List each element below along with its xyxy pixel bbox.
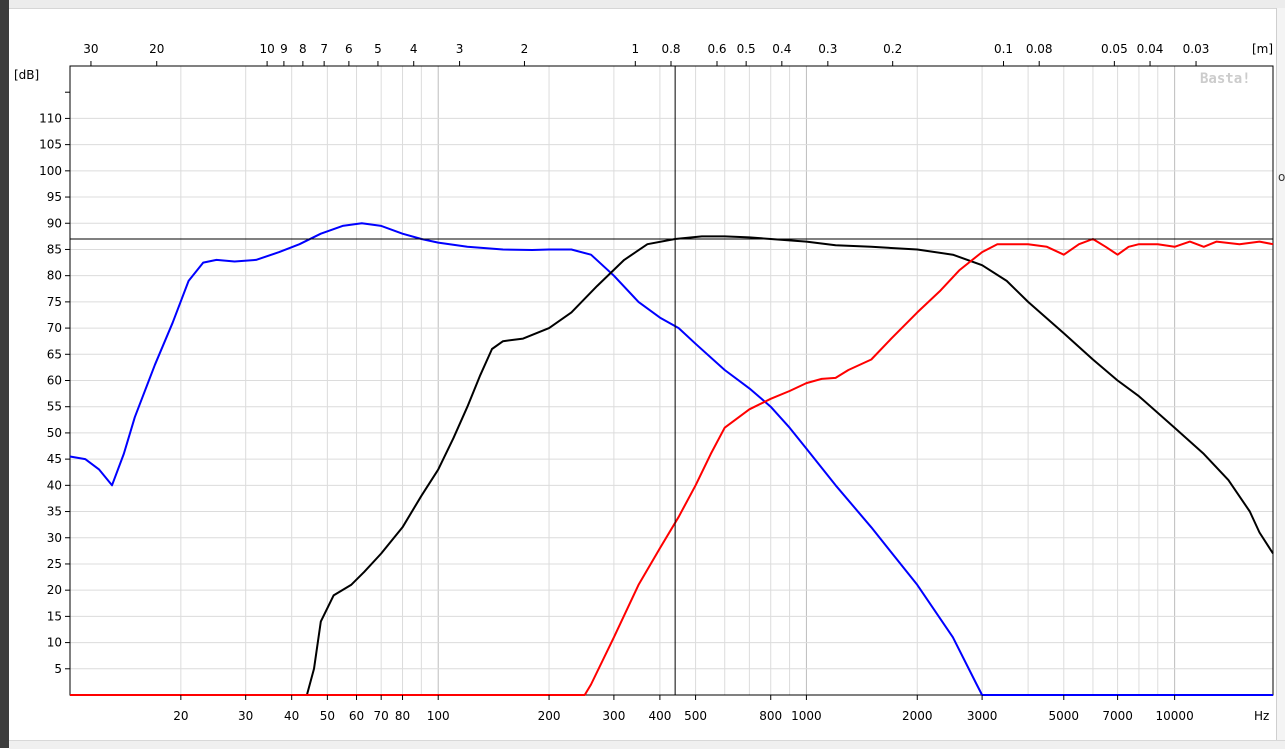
top-tick-label: 20 [149, 42, 164, 56]
y-tick-label: 30 [47, 531, 62, 545]
top-tick-label: 5 [374, 42, 382, 56]
y-tick-label: 90 [47, 216, 62, 230]
series-line [69, 222, 1273, 696]
y-tick-label: 35 [47, 505, 62, 519]
top-tick-label: 0.6 [707, 42, 726, 56]
y-tick-label: 45 [47, 452, 62, 466]
y-tick-label: 65 [47, 347, 62, 361]
y-tick-label: 55 [47, 400, 62, 414]
cursor-crosshair[interactable] [70, 66, 1273, 695]
y-tick-label: 110 [39, 111, 62, 125]
window-left-border [0, 0, 9, 748]
y-tick-label: 20 [47, 583, 62, 597]
top-tick-label: 0.05 [1101, 42, 1128, 56]
y-tick-label: 5 [54, 662, 62, 676]
top-tick-label: 1 [631, 42, 639, 56]
top-tick-label: 0.03 [1183, 42, 1210, 56]
window-bottom-border [9, 740, 1285, 749]
x-tick-label: 70 [374, 709, 389, 723]
y-tick-label: 50 [47, 426, 62, 440]
y-tick-label: 85 [47, 242, 62, 256]
y-axis-label: [dB] [14, 68, 39, 82]
x-tick-label: 2000 [902, 709, 933, 723]
x-tick-label: 300 [602, 709, 625, 723]
y-tick-label: 100 [39, 164, 62, 178]
x-tick-label: 100 [427, 709, 450, 723]
top-tick-label: 0.3 [818, 42, 837, 56]
top-tick-label: 3 [456, 42, 464, 56]
basta-watermark: Basta! [1200, 71, 1251, 87]
x-tick-label: 1000 [791, 709, 822, 723]
x-tick-label: 20 [173, 709, 188, 723]
top-tick-label: 7 [320, 42, 328, 56]
x-tick-label: 40 [284, 709, 299, 723]
top-tick-label: 0.04 [1137, 42, 1164, 56]
x-axis-unit-label: Hz [1254, 709, 1269, 723]
y-tick-label: 70 [47, 321, 62, 335]
top-tick-label: 2 [521, 42, 529, 56]
x-tick-label: 400 [648, 709, 671, 723]
top-tick-label: 4 [410, 42, 418, 56]
y-tick-label: 105 [39, 138, 62, 152]
top-tick-label: 10 [259, 42, 274, 56]
axes: 5101520253035404550556065707580859095100… [39, 42, 1209, 723]
grid [70, 66, 1273, 695]
top-tick-label: 0.1 [994, 42, 1013, 56]
series-line [70, 238, 1274, 696]
window-right-panel [1276, 8, 1285, 740]
top-tick-label: 0.08 [1026, 42, 1053, 56]
x-tick-label: 10000 [1156, 709, 1194, 723]
top-tick-label: 0.2 [883, 42, 902, 56]
x-tick-label: 3000 [967, 709, 998, 723]
y-tick-label: 10 [47, 636, 62, 650]
y-tick-label: 60 [47, 374, 62, 388]
x-tick-label: 500 [684, 709, 707, 723]
y-tick-label: 40 [47, 478, 62, 492]
x-tick-label: 7000 [1102, 709, 1133, 723]
x-tick-label: 200 [538, 709, 561, 723]
top-tick-label: 9 [280, 42, 288, 56]
top-tick-label: 0.5 [737, 42, 756, 56]
x-tick-label: 50 [320, 709, 335, 723]
top-tick-label: 0.8 [661, 42, 680, 56]
top-axis-unit-label: [m] [1252, 42, 1273, 56]
top-tick-label: 8 [299, 42, 307, 56]
x-tick-label: 60 [349, 709, 364, 723]
y-tick-label: 25 [47, 557, 62, 571]
y-tick-label: 95 [47, 190, 62, 204]
window-top-border [9, 0, 1285, 9]
right-edge-glyph: o [1278, 170, 1285, 184]
x-tick-label: 30 [238, 709, 253, 723]
x-tick-label: 800 [759, 709, 782, 723]
y-tick-label: 15 [47, 609, 62, 623]
x-tick-label: 5000 [1049, 709, 1080, 723]
x-tick-label: 80 [395, 709, 410, 723]
y-tick-label: 80 [47, 269, 62, 283]
top-tick-label: 6 [345, 42, 353, 56]
y-tick-label: 75 [47, 295, 62, 309]
top-tick-label: 30 [83, 42, 98, 56]
top-tick-label: 0.4 [772, 42, 791, 56]
